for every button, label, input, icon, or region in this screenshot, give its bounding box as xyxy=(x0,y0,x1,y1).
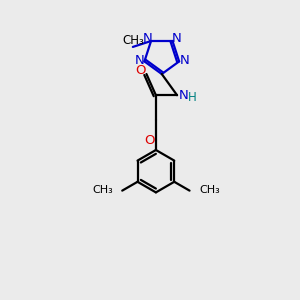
Text: CH₃: CH₃ xyxy=(123,34,145,47)
Text: CH₃: CH₃ xyxy=(199,185,220,195)
Text: N: N xyxy=(179,54,189,67)
Text: N: N xyxy=(142,32,152,45)
Text: N: N xyxy=(178,89,188,102)
Text: N: N xyxy=(134,54,144,67)
Text: H: H xyxy=(188,91,197,104)
Text: N: N xyxy=(172,32,181,45)
Text: O: O xyxy=(135,64,146,77)
Text: O: O xyxy=(144,134,155,147)
Text: CH₃: CH₃ xyxy=(92,185,113,195)
